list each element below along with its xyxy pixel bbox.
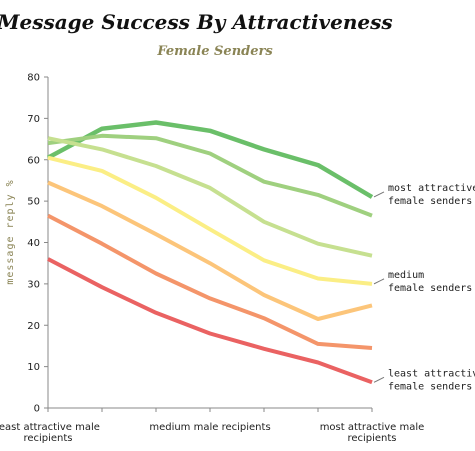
y-tick-label: 70 — [27, 114, 40, 125]
chart-subtitle: Female Senders — [156, 44, 273, 59]
y-tick-label: 40 — [27, 238, 40, 249]
annotation-label-line2: female senders — [388, 381, 472, 392]
y-tick-label: 30 — [27, 279, 40, 290]
chart-title: Message Success By Attractiveness — [0, 10, 393, 34]
series-line-6 — [47, 213, 373, 350]
series-line-3 — [47, 136, 373, 258]
annotation-label: least attractive — [388, 368, 475, 379]
y-tick-label: 80 — [27, 73, 40, 84]
x-tick-label-line2: recipients — [23, 433, 72, 444]
annotation-label-line2: female senders — [388, 283, 472, 294]
y-tick-label: 60 — [27, 155, 40, 166]
annotation-leader — [373, 191, 385, 198]
series-layer — [46, 120, 374, 385]
series-line-5 — [47, 180, 373, 321]
annotation-leader — [373, 376, 385, 383]
series-line-2 — [47, 133, 373, 218]
series-line-7 — [47, 257, 373, 385]
annotation-layer: most attractive female senders medium femal… — [373, 183, 475, 392]
y-tick-label: 10 — [27, 362, 40, 373]
annotation-label-line2: female senders — [388, 196, 472, 207]
y-tick-label: 0 — [34, 404, 40, 415]
x-tick-label-line2: recipients — [347, 433, 396, 444]
series-line-4 — [47, 155, 373, 286]
x-tick-label: most attractive male — [320, 422, 425, 433]
annotation-label: most attractive — [388, 183, 475, 194]
annotation-label: medium — [388, 270, 424, 281]
y-tick-label: 20 — [27, 321, 40, 332]
y-axis-label: message reply % — [5, 179, 16, 284]
x-tick-label: medium male recipients — [149, 422, 270, 433]
series-line-1 — [46, 120, 374, 199]
y-tick-label: 50 — [27, 197, 40, 208]
annotation-leader — [373, 278, 385, 285]
x-tick-label: least attractive male — [0, 422, 100, 433]
